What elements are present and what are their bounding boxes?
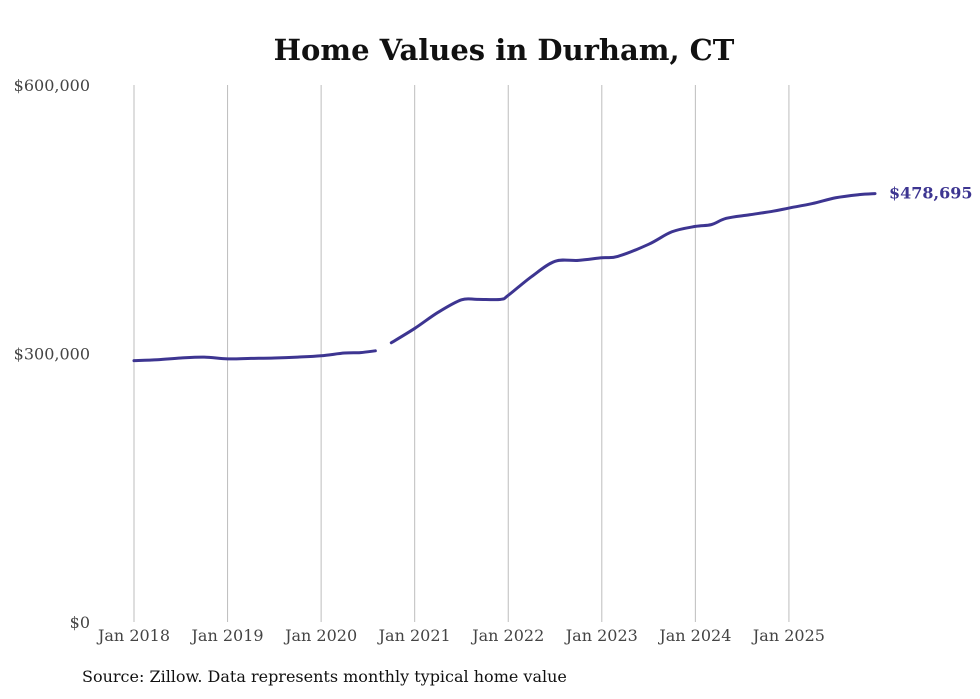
x-tick-label: Jan 2024 [657, 626, 731, 645]
y-tick-label: $600,000 [14, 76, 90, 95]
x-tick-label: Jan 2018 [96, 626, 170, 645]
x-tick-label: Jan 2022 [470, 626, 544, 645]
series-line-segment-1 [389, 192, 877, 345]
x-tick-label: Jan 2021 [377, 626, 451, 645]
x-tick-label: Jan 2020 [283, 626, 357, 645]
y-axis-ticks: $0 $300,000 $600,000 [14, 76, 90, 632]
x-axis-ticks: Jan 2018 Jan 2019 Jan 2020 Jan 2021 Jan 2022… [96, 626, 825, 645]
y-tick-label: $300,000 [14, 345, 90, 364]
chart-title: Home Values in Durham, CT [274, 33, 735, 67]
end-value-label: $478,695 [889, 184, 973, 203]
x-tick-label: Jan 2023 [564, 626, 638, 645]
x-tick-label: Jan 2025 [751, 626, 825, 645]
series-lines [132, 192, 877, 363]
source-note: Source: Zillow. Data represents monthly … [82, 667, 567, 686]
gridlines [133, 85, 790, 622]
y-tick-label: $0 [70, 613, 90, 632]
series-line-segment-0 [132, 349, 377, 363]
x-tick-label: Jan 2019 [190, 626, 264, 645]
